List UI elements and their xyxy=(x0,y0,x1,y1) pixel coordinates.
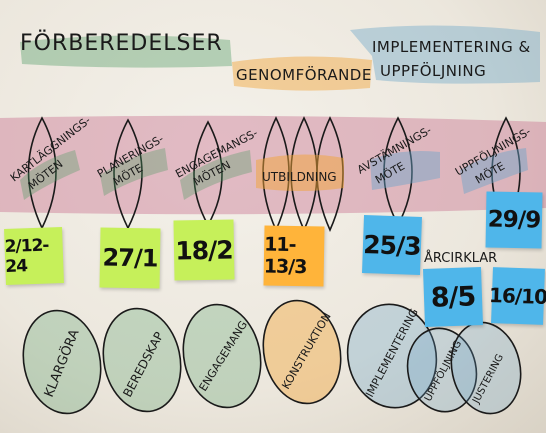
leaf-wash-6 xyxy=(460,148,528,194)
outcome-oval-1 xyxy=(22,309,102,415)
phase-preparation: FÖRBEREDELSER xyxy=(20,30,223,56)
outcome-oval-2 xyxy=(102,307,182,413)
date-note-1: 2/12-24 xyxy=(4,227,64,285)
phase-execution: GENOMFÖRANDE xyxy=(236,65,372,84)
date-note-3: 18/2 xyxy=(173,219,235,281)
leaf-wash-4 xyxy=(256,154,344,191)
date-note-8: 16/10 xyxy=(489,267,546,325)
date-note-2: 27/1 xyxy=(99,227,161,289)
leaf-wash-5 xyxy=(370,151,440,190)
outcome-oval-5 xyxy=(346,303,438,409)
outcome-oval-3 xyxy=(182,303,262,409)
date-note-7: 8/5 xyxy=(423,267,483,327)
phase-implementation-line2: UPPFÖLJNING xyxy=(380,61,486,80)
meeting-leaf-4c xyxy=(316,116,344,232)
preparation-wash xyxy=(20,35,232,68)
outcome-oval-4 xyxy=(262,299,342,405)
leaf-wash-2 xyxy=(100,148,168,196)
execution-wash xyxy=(232,56,372,91)
meeting-label-4: UTBILDNING xyxy=(262,170,337,184)
implementation-wash xyxy=(350,25,540,84)
date-note-6: 29/9 xyxy=(485,191,543,249)
leaf-wash-1 xyxy=(20,150,80,200)
phase-implementation-line1: IMPLEMENTERING & xyxy=(372,38,531,56)
date-note-4: 11-13/3 xyxy=(263,225,325,287)
leaf-wash-3 xyxy=(180,150,252,200)
arcirklar-label: ÅRCIRKLAR xyxy=(424,250,497,266)
date-note-5: 25/3 xyxy=(362,215,422,275)
